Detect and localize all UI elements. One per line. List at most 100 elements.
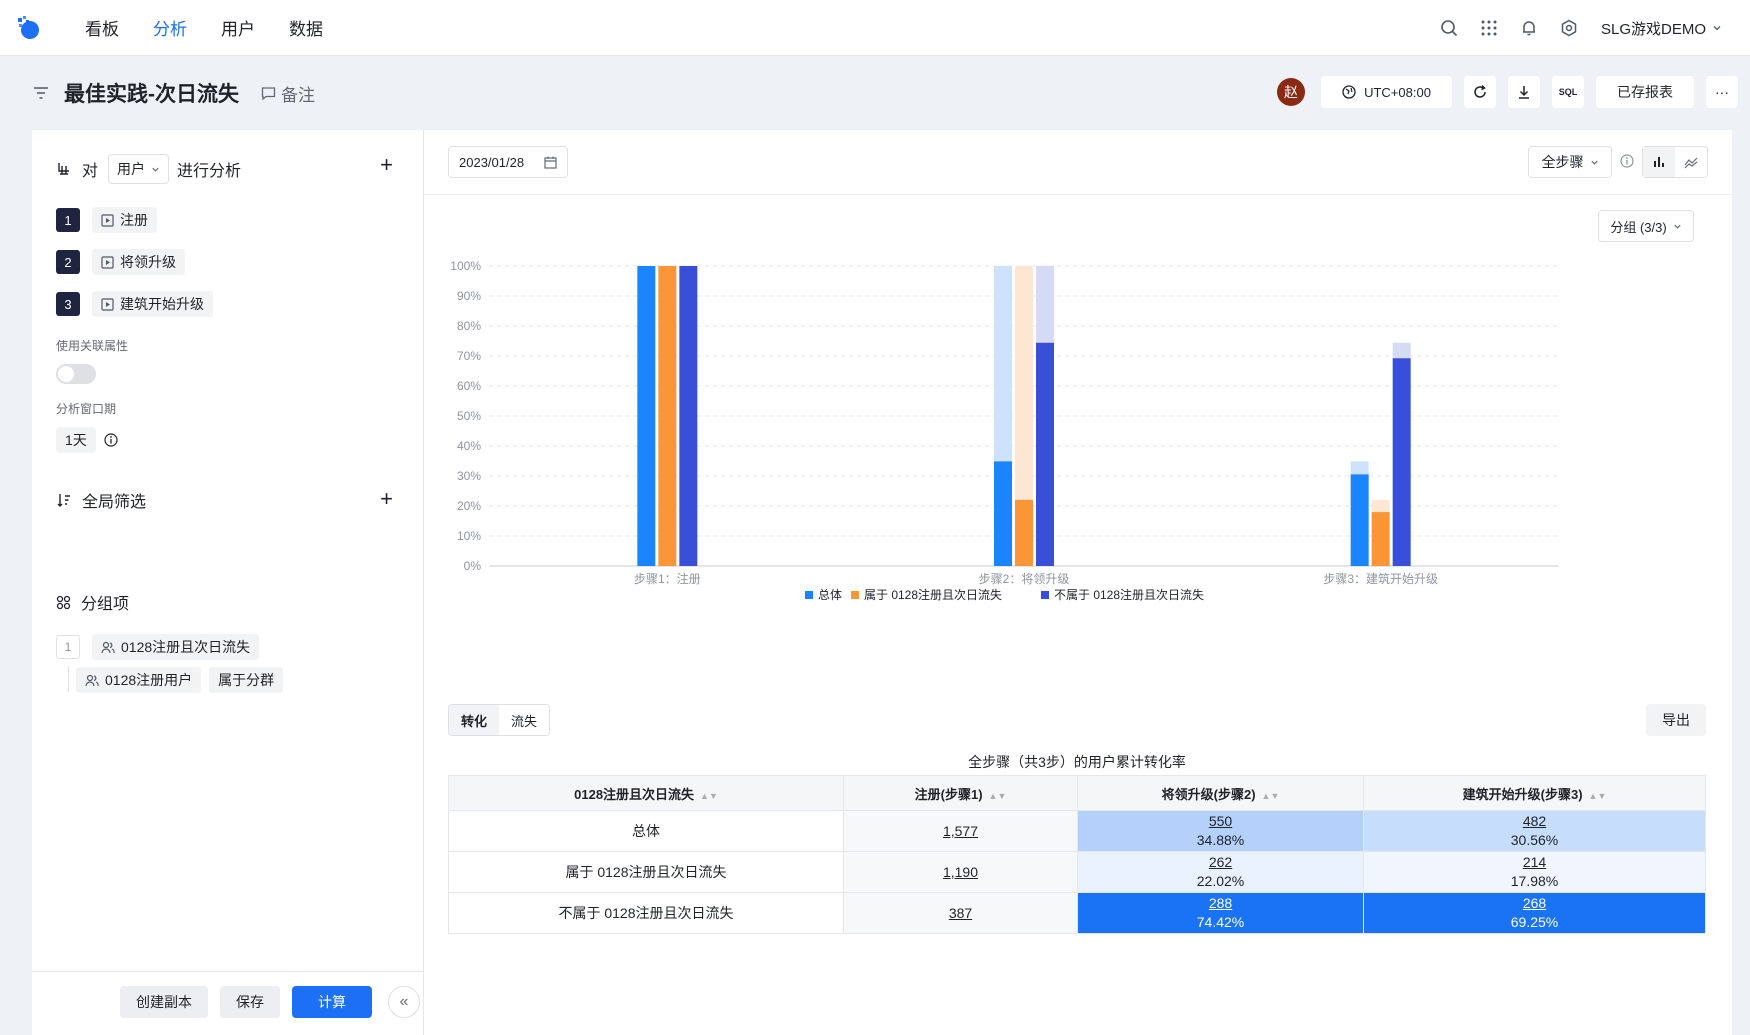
- group-item-chip[interactable]: 0128注册且次日流失: [92, 634, 260, 660]
- step-event-chip[interactable]: 将领升级: [92, 249, 185, 275]
- legend-label: 总体: [818, 588, 842, 602]
- step-label: 注册: [120, 212, 148, 228]
- calculate-button[interactable]: 计算: [292, 986, 372, 1018]
- tab-churn[interactable]: 流失: [511, 713, 538, 729]
- group-select[interactable]: 分组 (3/3): [1598, 210, 1694, 242]
- bar: [1392, 358, 1411, 566]
- step-scope-select[interactable]: 全步骤: [1528, 146, 1612, 178]
- group-row[interactable]: 1 0128注册且次日流失: [56, 634, 260, 660]
- bar-churn-segment: [1350, 461, 1369, 475]
- column-header[interactable]: 注册(步骤1) ▲▼: [843, 775, 1078, 811]
- avatar[interactable]: 赵: [1277, 78, 1305, 106]
- y-tick-label: 90%: [457, 289, 481, 303]
- step-row[interactable]: 3 建筑开始升级: [56, 291, 213, 317]
- step3-count-link[interactable]: 268: [1522, 895, 1547, 911]
- x-tick-label: 步骤1：注册: [634, 571, 701, 586]
- saved-reports-button[interactable]: 已存报表: [1596, 76, 1694, 108]
- logo-icon[interactable]: [14, 13, 44, 43]
- result-tabs: 转化 流失: [448, 704, 551, 736]
- date-picker[interactable]: 2023/01/28: [448, 146, 568, 178]
- step-label: 将领升级: [120, 254, 176, 270]
- related-attr-toggle[interactable]: [56, 364, 96, 384]
- step2-rate: 74.42%: [1196, 914, 1245, 930]
- step-event-chip[interactable]: 建筑开始升级: [92, 291, 213, 317]
- gear-icon[interactable]: [1559, 18, 1579, 38]
- bar-chart-icon[interactable]: [1643, 147, 1675, 177]
- tab-conversion[interactable]: 转化: [449, 705, 500, 735]
- chevron-down-icon: [1590, 160, 1598, 165]
- step-number: 3: [56, 292, 80, 316]
- add-step-button[interactable]: +: [380, 152, 393, 177]
- column-header[interactable]: 0128注册且次日流失 ▲▼: [448, 775, 844, 811]
- step2-count-link[interactable]: 288: [1208, 895, 1233, 911]
- sql-button[interactable]: SQL: [1552, 76, 1584, 108]
- window-label: 分析窗口期: [56, 402, 117, 416]
- group-item-label: 0128注册且次日流失: [121, 639, 251, 655]
- note-button[interactable]: 备注: [261, 81, 315, 106]
- y-tick-label: 30%: [457, 469, 481, 483]
- filter-divider: [68, 666, 69, 692]
- collapse-panel-button[interactable]: «: [388, 986, 420, 1018]
- x-tick-label: 步骤3：建筑开始升级: [1323, 571, 1438, 586]
- step-event-chip[interactable]: 注册: [92, 207, 157, 233]
- bar-churn-segment: [994, 266, 1012, 462]
- step2-count-link[interactable]: 262: [1208, 854, 1233, 870]
- bar: [637, 266, 656, 566]
- nav-item-analysis[interactable]: 分析: [153, 20, 187, 39]
- user-group-icon: [101, 641, 115, 653]
- globe-icon: [1342, 85, 1356, 99]
- step3-count-link[interactable]: 482: [1522, 813, 1547, 829]
- step1-count-link[interactable]: 387: [948, 905, 973, 921]
- window-value[interactable]: 1天: [56, 427, 96, 453]
- more-button[interactable]: ···: [1706, 76, 1738, 108]
- table-title: 全步骤（共3步）的用户累计转化率: [968, 754, 1186, 770]
- nav-item-data[interactable]: 数据: [289, 20, 323, 39]
- user-group-icon: [85, 674, 99, 686]
- bar-churn-segment: [1392, 342, 1411, 359]
- chevron-down-icon: [1674, 224, 1681, 229]
- y-tick-label: 50%: [457, 409, 481, 423]
- bar: [1015, 499, 1033, 566]
- filter-cohort-chip[interactable]: 0128注册用户: [76, 667, 202, 693]
- funnel-analysis-icon: [58, 163, 69, 175]
- date-value: 2023/01/28: [459, 154, 525, 170]
- bar-churn-segment: [1015, 266, 1033, 500]
- legend-swatch: [1041, 591, 1049, 599]
- add-filter-button[interactable]: +: [380, 486, 393, 511]
- bell-icon[interactable]: [1519, 18, 1539, 38]
- step1-count-link[interactable]: 1,190: [942, 864, 979, 880]
- step-row[interactable]: 1 注册: [56, 207, 157, 233]
- info-icon[interactable]: [1620, 154, 1634, 168]
- step3-count-link[interactable]: 214: [1522, 854, 1547, 870]
- project-switcher[interactable]: SLG游戏DEMO: [1601, 18, 1722, 39]
- step2-count-link[interactable]: 550: [1208, 813, 1233, 829]
- refresh-button[interactable]: [1464, 76, 1496, 108]
- filter-operator-chip[interactable]: 属于分群: [209, 667, 284, 693]
- bar: [994, 461, 1012, 566]
- timezone-label: UTC+08:00: [1364, 84, 1431, 100]
- info-icon[interactable]: [104, 433, 118, 447]
- search-icon[interactable]: [1439, 18, 1459, 38]
- line-chart-icon[interactable]: [1675, 147, 1707, 177]
- export-button[interactable]: 导出: [1646, 704, 1706, 736]
- step-number: 1: [56, 208, 80, 232]
- filter-icon[interactable]: [32, 84, 50, 102]
- step-row[interactable]: 2 将领升级: [56, 249, 185, 275]
- y-tick-label: 100%: [450, 259, 481, 273]
- save-button[interactable]: 保存: [220, 986, 280, 1018]
- step1-count-link[interactable]: 1,577: [942, 823, 979, 839]
- column-header[interactable]: 将领升级(步骤2) ▲▼: [1077, 775, 1364, 811]
- x-tick-label: 步骤2：将领升级: [979, 572, 1070, 586]
- download-button[interactable]: [1508, 76, 1540, 108]
- results-panel: 2023/01/28 全步骤 分组 (3/3) 0% 10% 20% 30% 40% 50…: [424, 130, 1732, 1035]
- table-row: 总体 1,577 550 34.88% 482 30.56%: [448, 810, 1706, 852]
- filter-row[interactable]: 0128注册用户 属于分群: [76, 667, 284, 693]
- timezone-button[interactable]: UTC+08:00: [1321, 76, 1452, 108]
- y-tick-label: 70%: [457, 349, 481, 363]
- create-copy-button[interactable]: 创建副本: [120, 986, 208, 1018]
- nav-item-users[interactable]: 用户: [221, 20, 255, 39]
- nav-item-dashboard[interactable]: 看板: [85, 20, 119, 39]
- column-header[interactable]: 建筑开始升级(步骤3) ▲▼: [1363, 775, 1706, 811]
- apps-grid-icon[interactable]: [1479, 18, 1499, 38]
- subject-select[interactable]: 用户: [108, 154, 170, 184]
